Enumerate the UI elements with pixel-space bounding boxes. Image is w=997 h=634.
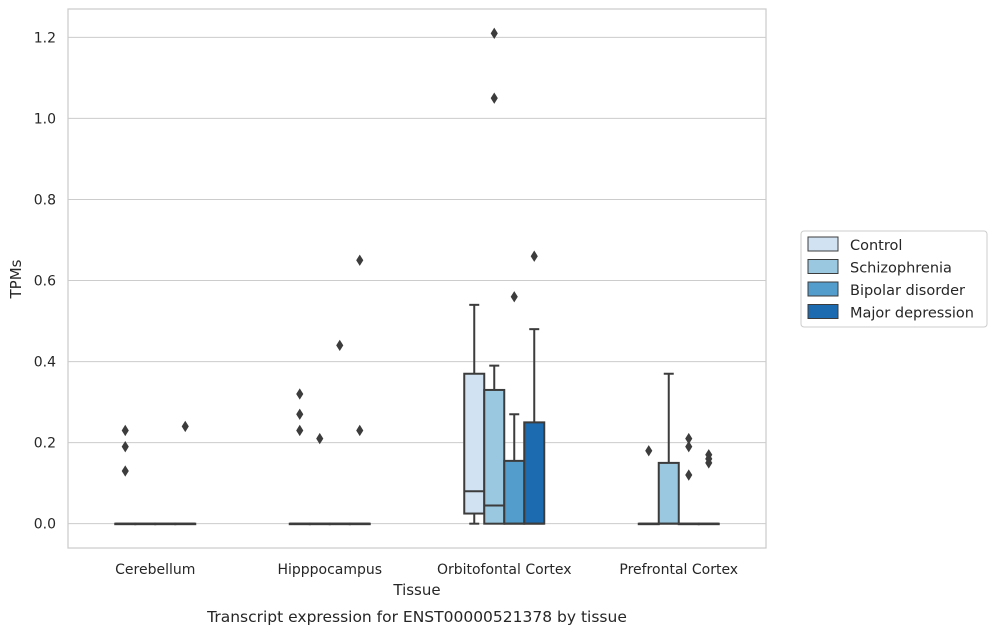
outlier-point: [356, 424, 364, 437]
legend-label: Control: [850, 238, 902, 254]
legend-swatch: [807, 259, 839, 274]
box-major-depression: [697, 449, 720, 526]
box-control: [637, 445, 660, 526]
box-control: [114, 424, 137, 526]
box-body: [523, 421, 546, 525]
legend-label: Schizophrenia: [850, 261, 952, 277]
legend-label: Major depression: [850, 306, 974, 322]
outlier-point: [121, 424, 129, 437]
y-tick-label: 0.2: [34, 436, 56, 452]
box-bipolar-disorder: [154, 522, 177, 526]
outlier-point: [490, 27, 498, 39]
box-schizophrenia: [483, 27, 506, 525]
x-tick-label: Hipppocampus: [277, 562, 382, 578]
box-major-depression: [523, 250, 546, 525]
y-tick-label: 0.6: [34, 274, 56, 290]
x-tick-labels: Cerebellum Hipppocampus Orbitofontal Corte…: [115, 562, 738, 578]
outlier-point: [121, 465, 129, 477]
outlier-point: [685, 469, 693, 481]
boxes: [114, 27, 720, 526]
x-tick-label: Prefrontal Cortex: [619, 562, 738, 578]
box-schizophrenia: [308, 432, 331, 526]
y-axis-label: TPMs: [7, 259, 25, 299]
box-major-depression: [348, 254, 371, 526]
legend-swatch: [807, 281, 839, 297]
box-major-depression: [174, 420, 197, 526]
x-tick-label: Orbitofontal Cortex: [437, 562, 572, 578]
box-bipolar-disorder: [503, 291, 526, 525]
outlier-point: [356, 254, 364, 266]
x-tick-label: Cerebellum: [115, 562, 195, 578]
outlier-point: [530, 250, 538, 262]
legend-frame: [800, 230, 988, 328]
legend: Control Schizophrenia Bipolar disorder Majo…: [800, 230, 988, 328]
box-bipolar-disorder: [677, 432, 700, 526]
outlier-point: [645, 445, 653, 457]
outlier-point: [336, 339, 344, 352]
x-axis-label: Tissue: [392, 581, 440, 599]
outlier-point: [296, 388, 304, 400]
box-bipolar-disorder: [328, 339, 351, 526]
box-body: [463, 372, 486, 515]
box-schizophrenia: [134, 522, 157, 526]
gridlines: [68, 36, 766, 525]
y-tick-labels: 0.0 0.2 0.4 0.6 0.8 1.0 1.2: [34, 30, 56, 532]
outlier-point: [296, 408, 304, 420]
outlier-point: [685, 432, 693, 445]
box-body: [657, 461, 680, 525]
outlier-point: [316, 432, 324, 445]
box-control: [288, 388, 311, 526]
outlier-point: [685, 441, 693, 453]
box-body: [503, 459, 526, 525]
box-schizophrenia: [657, 372, 680, 525]
outlier-point: [490, 92, 498, 104]
outlier-point: [121, 441, 129, 453]
plot-frame: [67, 8, 767, 549]
chart-caption: Transcript expression for ENST0000052137…: [206, 608, 627, 626]
y-tick-label: 1.2: [34, 30, 56, 46]
legend-swatch: [807, 236, 839, 252]
outlier-point: [705, 449, 713, 461]
legend-label: Bipolar disorder: [850, 283, 965, 299]
outlier-point: [181, 420, 189, 433]
box-body: [483, 388, 506, 525]
box-control: [463, 303, 486, 525]
outlier-point: [510, 291, 518, 303]
y-tick-label: 0.4: [34, 355, 56, 371]
y-tick-label: 0.0: [34, 517, 56, 533]
legend-swatch: [807, 304, 839, 319]
y-tick-label: 1.0: [34, 111, 56, 127]
outlier-point: [296, 424, 304, 437]
y-tick-label: 0.8: [34, 192, 56, 208]
